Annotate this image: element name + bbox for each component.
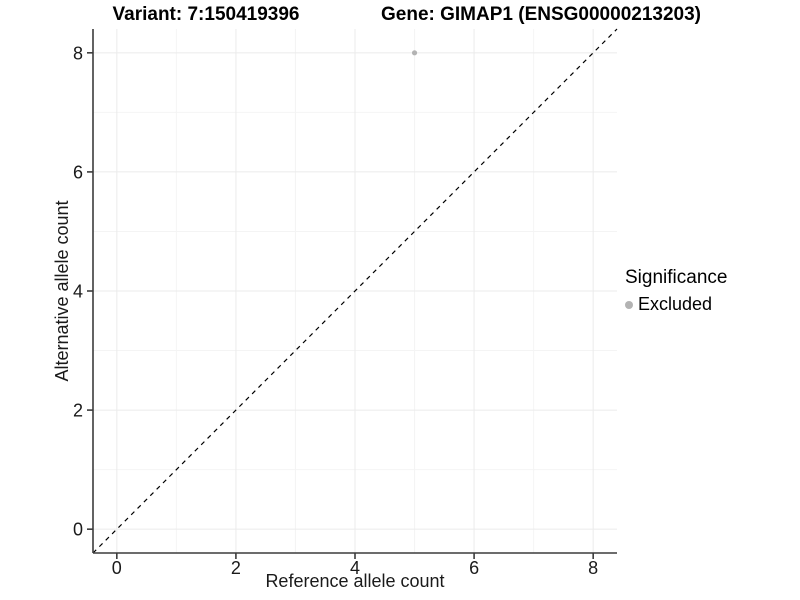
- y-axis-title: Alternative allele count: [52, 200, 72, 382]
- x-axis-title: Reference allele count: [265, 571, 445, 591]
- legend-title: Significance: [625, 267, 728, 288]
- data-point-excluded: [411, 50, 418, 56]
- plot-title-variant: Variant: 7:150419396: [112, 4, 300, 25]
- x-tick-label: 8: [588, 558, 598, 578]
- legend-entry-excluded: Excluded: [625, 294, 727, 315]
- y-tick-label: 6: [73, 162, 83, 182]
- y-tick-label: 8: [73, 43, 83, 63]
- identity-line: [92, 28, 618, 554]
- y-tick-label: 0: [73, 520, 83, 540]
- legend-label: Excluded: [638, 294, 713, 314]
- excluded-point-icon: [625, 300, 633, 309]
- x-tick-label: 2: [231, 558, 241, 578]
- y-tick-label: 4: [73, 282, 83, 302]
- x-tick-label: 6: [469, 558, 479, 578]
- legend: Significance Excluded: [625, 267, 727, 315]
- plot-title-gene: Gene: GIMAP1 (ENSG00000213203): [381, 4, 701, 25]
- x-tick-label: 0: [112, 558, 122, 578]
- y-tick-label: 2: [73, 401, 83, 421]
- x-tick-label: 4: [350, 558, 360, 578]
